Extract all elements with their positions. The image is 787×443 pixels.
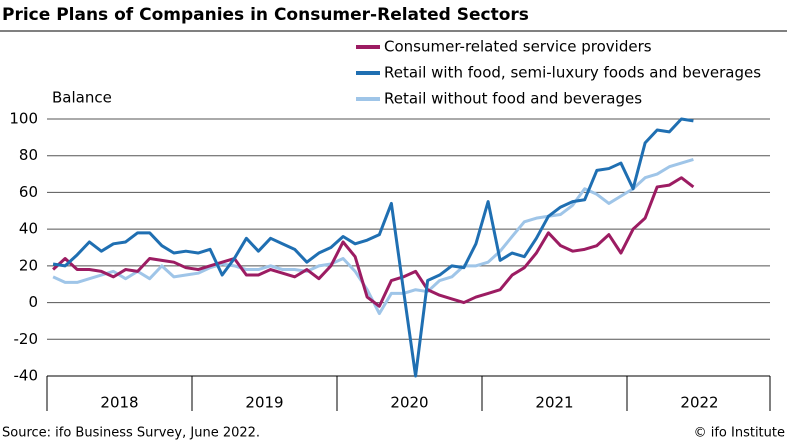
series-line <box>52 176 695 308</box>
y-tick-label: 100 <box>9 110 38 128</box>
legend-label: Retail with food, semi-luxury foods and … <box>384 64 761 82</box>
y-tick-label: -20 <box>14 330 39 348</box>
x-tick-label: 2018 <box>100 394 138 412</box>
y-tick-label: 40 <box>19 220 38 238</box>
x-tick-label: 2019 <box>245 394 283 412</box>
y-tick-label: 20 <box>19 256 38 274</box>
y-tick-label: -40 <box>14 367 39 385</box>
chart-title: Price Plans of Companies in Consumer-Rel… <box>2 5 529 25</box>
series-line <box>52 117 694 378</box>
legend-label: Consumer-related service providers <box>384 38 652 56</box>
y-tick-label: 0 <box>28 293 38 311</box>
y-tick-label: 60 <box>19 183 38 201</box>
y-tick-label: 80 <box>19 146 38 164</box>
x-tick-label: 2020 <box>390 394 428 412</box>
x-tick-label: 2022 <box>680 394 718 412</box>
legend-label: Retail without food and beverages <box>384 90 642 108</box>
source: Source: ifo Business Survey, June 2022. <box>2 426 260 441</box>
x-tick-label: 2021 <box>535 394 573 412</box>
credit: © ifo Institute <box>694 426 785 441</box>
y-axis-label: Balance <box>52 89 112 107</box>
